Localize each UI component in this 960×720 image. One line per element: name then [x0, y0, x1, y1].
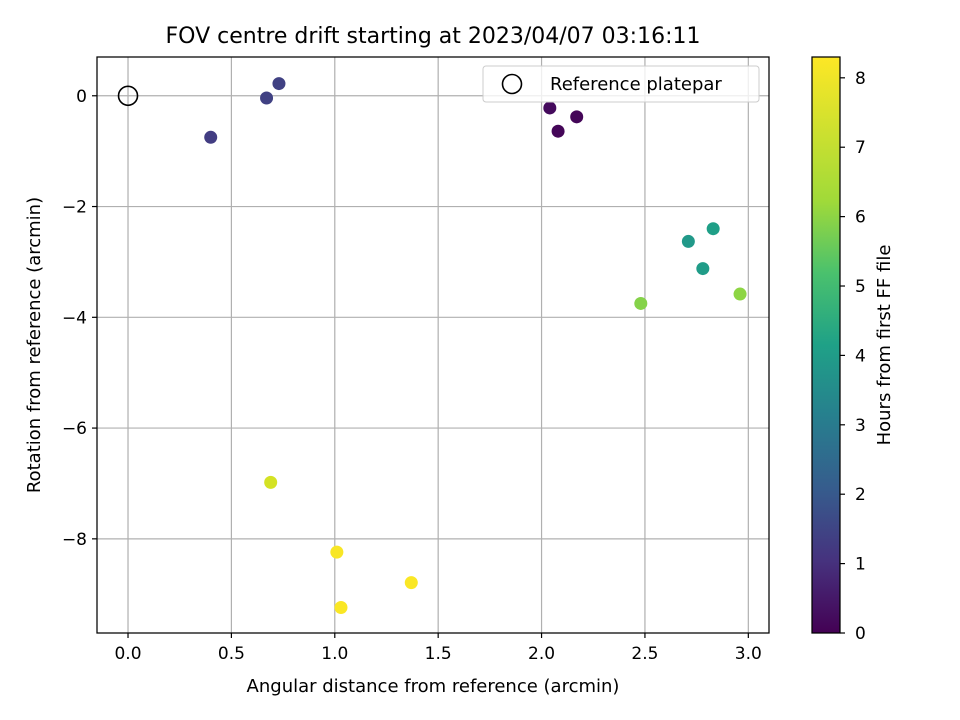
plot-frame	[96, 56, 770, 634]
x-tick-label: 1.5	[425, 644, 452, 664]
data-point	[706, 222, 720, 236]
data-point	[634, 296, 648, 310]
data-point	[330, 545, 344, 559]
grid-lines	[97, 57, 769, 633]
y-axis-label: Rotation from reference (arcmin)	[24, 197, 45, 493]
reference-platepar-marker	[117, 85, 139, 107]
data-point	[272, 77, 286, 91]
data-point	[551, 124, 565, 138]
colorbar-label: Hours from first FF file	[874, 245, 895, 446]
colorbar-tick-label: 4	[855, 346, 866, 366]
legend-label: Reference platepar	[550, 74, 722, 95]
colorbar-frame	[811, 56, 841, 634]
x-tick-label: 0.5	[218, 644, 245, 664]
data-point	[570, 110, 584, 124]
colorbar-gradient	[812, 57, 840, 633]
legend-marker-icon	[501, 73, 523, 95]
y-tick-label: −8	[62, 530, 87, 550]
data-point	[204, 130, 218, 144]
colorbar-tick-label: 5	[855, 277, 866, 297]
data-point	[733, 287, 747, 301]
x-tick-label: 3.0	[735, 644, 762, 664]
y-tick-label: −4	[62, 308, 87, 328]
colorbar-tick-label: 1	[855, 555, 866, 575]
legend-box	[482, 65, 760, 103]
colorbar-tick-label: 0	[855, 624, 866, 644]
x-tick-label: 1.0	[321, 644, 348, 664]
x-axis: 0.0 0.5 1.0 1.5 2.0 2.5 3.0	[114, 633, 762, 664]
data-point	[334, 601, 348, 615]
colorbar-tick-label: 2	[855, 485, 866, 505]
colorbar-tick-label: 7	[855, 138, 866, 158]
colorbar-tick-label: 6	[855, 208, 866, 228]
y-tick-label: 0	[76, 87, 87, 107]
data-point	[404, 576, 418, 590]
colorbar: 0 1 2 3 4 5 6 7 8 Hours from first FF file	[811, 56, 895, 644]
x-tick-label: 2.5	[631, 644, 658, 664]
legend: Reference platepar	[482, 65, 760, 103]
data-points	[204, 77, 747, 615]
x-tick-label: 0.0	[114, 644, 141, 664]
data-point	[543, 101, 557, 115]
y-tick-label: −2	[62, 198, 87, 218]
data-point	[681, 234, 695, 248]
colorbar-tick-label: 3	[855, 416, 866, 436]
chart-title: FOV centre drift starting at 2023/04/07 …	[166, 24, 701, 49]
colorbar-tick-label: 8	[855, 69, 866, 89]
x-axis-label: Angular distance from reference (arcmin)	[247, 676, 620, 697]
colorbar-ticks: 0 1 2 3 4 5 6 7 8	[840, 69, 866, 644]
data-point	[264, 475, 278, 489]
y-axis: 0 −2 −4 −6 −8	[62, 87, 97, 550]
x-tick-label: 2.0	[528, 644, 555, 664]
data-point	[260, 91, 274, 105]
y-tick-label: −6	[62, 419, 87, 439]
data-point	[696, 262, 710, 276]
